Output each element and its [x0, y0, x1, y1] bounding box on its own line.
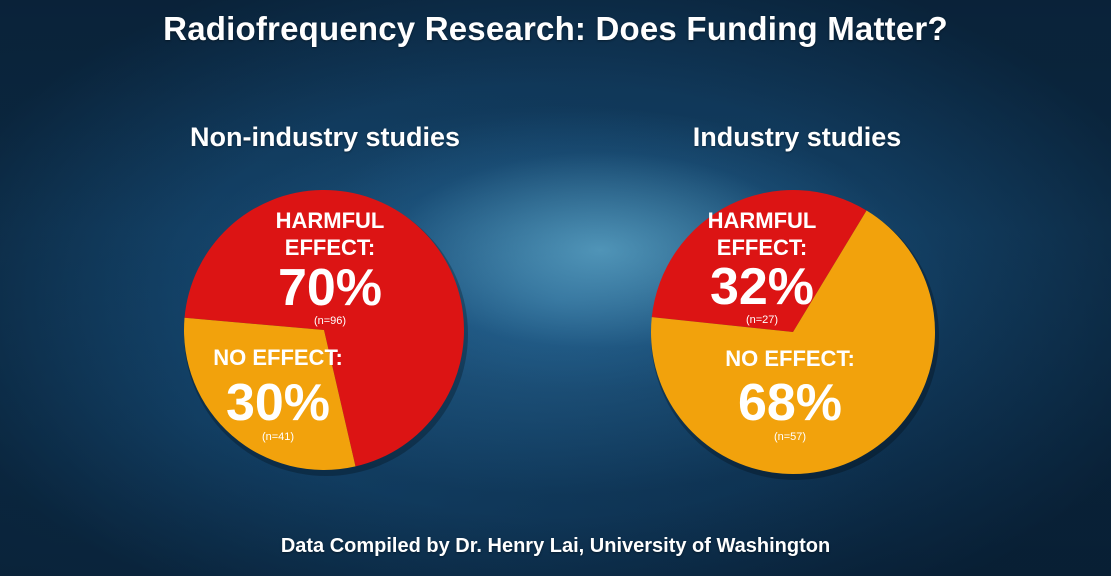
pie-slice-no-effect	[184, 317, 356, 470]
slice-label: NO EFFECT:	[725, 346, 855, 371]
chart-title-non-industry: Non-industry studies	[189, 122, 460, 152]
slice-count: (n=96)	[314, 315, 346, 327]
slice-label: NO EFFECT:	[213, 345, 343, 370]
slice-count: (n=27)	[746, 314, 778, 326]
slice-label: HARMFUL	[276, 208, 385, 233]
slice-count: (n=41)	[262, 431, 294, 443]
source-credit: Data Compiled by Dr. Henry Lai, Universi…	[280, 535, 831, 557]
pie-slice-harmful	[184, 190, 464, 467]
slice-percent: 68%	[738, 374, 842, 432]
pie-slice-no-effect	[651, 210, 935, 474]
slice-percent: 70%	[278, 259, 382, 317]
slice-percent: 32%	[710, 258, 814, 316]
chart-title-industry: Industry studies	[692, 122, 902, 152]
pie-slice-harmful	[651, 189, 867, 332]
page-title: Radiofrequency Research: Does Funding Ma…	[163, 10, 948, 47]
slice-label: EFFECT:	[285, 235, 375, 260]
slice-label: HARMFUL	[708, 208, 817, 233]
slice-label: EFFECT:	[717, 235, 807, 260]
slice-count: (n=57)	[774, 431, 806, 443]
slice-percent: 30%	[226, 374, 330, 432]
